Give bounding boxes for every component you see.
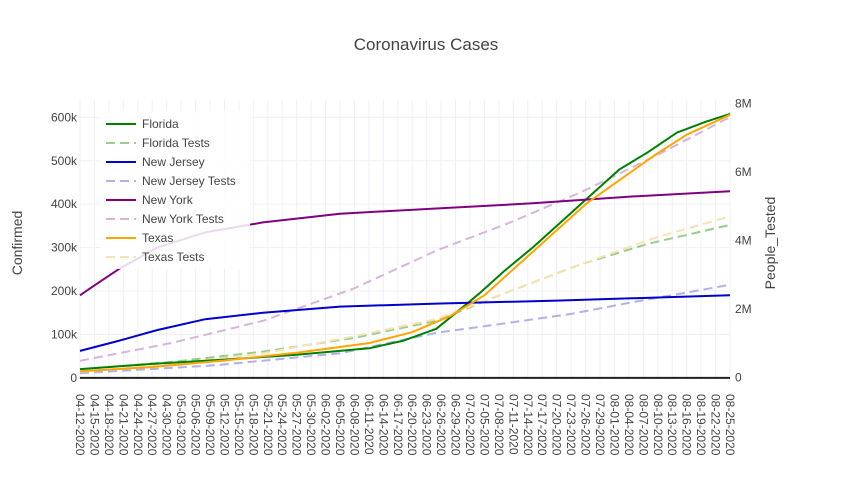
series-line-new-jersey: [79, 294, 731, 352]
y-tick-label: 500k: [51, 154, 78, 168]
legend-label-new-jersey[interactable]: New Jersey: [142, 155, 205, 169]
x-tick-label: 05-09-2020: [203, 394, 217, 456]
x-tick-label: 06-05-2020: [333, 394, 347, 456]
legend-label-texas-tests[interactable]: Texas Tests: [142, 250, 204, 264]
legend-label-texas[interactable]: Texas: [142, 231, 173, 245]
x-tick-label: 06-29-2020: [449, 394, 463, 456]
x-tick-label: 07-23-2020: [564, 394, 578, 456]
legend-label-florida-tests[interactable]: Florida Tests: [142, 136, 210, 150]
x-tick-label: 07-29-2020: [593, 394, 607, 456]
x-tick-label: 05-21-2020: [261, 394, 275, 456]
x-tick-label: 04-24-2020: [131, 394, 145, 456]
legend-background: [100, 111, 250, 269]
x-tick-label: 07-08-2020: [492, 394, 506, 456]
legend-label-new-jersey-tests[interactable]: New Jersey Tests: [142, 174, 236, 188]
x-tick-label: 06-23-2020: [420, 394, 434, 456]
x-tick-label: 05-12-2020: [217, 394, 231, 456]
y-tick-label: 0: [70, 371, 77, 385]
series-line-florida-tests: [79, 223, 731, 371]
x-tick-label: 05-15-2020: [232, 394, 246, 456]
x-tick-label: 08-04-2020: [622, 394, 636, 456]
x-tick-label: 08-10-2020: [651, 394, 665, 456]
x-tick-label: 08-13-2020: [665, 394, 679, 456]
x-tick-label: 08-01-2020: [607, 394, 621, 456]
x-tick-label: 06-17-2020: [391, 394, 405, 456]
legend[interactable]: Florida Florida Tests New Jersey New Jersey…: [100, 111, 250, 269]
y-tick-label: 100k: [51, 327, 78, 341]
x-tick-label: 04-12-2020: [73, 394, 87, 456]
legend-label-florida[interactable]: Florida: [142, 117, 179, 131]
x-tick-label: 08-16-2020: [680, 394, 694, 456]
x-tick-label: 05-18-2020: [246, 394, 260, 456]
x-tick-label: 04-27-2020: [145, 394, 159, 456]
legend-label-new-york[interactable]: New York: [142, 193, 194, 207]
x-tick-label: 07-05-2020: [477, 394, 491, 456]
series-line-florida: [79, 112, 731, 371]
x-tick-label: 05-30-2020: [304, 394, 318, 456]
x-tick-label: 06-08-2020: [347, 394, 361, 456]
y2-tick-label: 4M: [735, 233, 752, 247]
x-tick-label: 05-27-2020: [290, 394, 304, 456]
x-tick-label: 06-14-2020: [376, 394, 390, 456]
x-tick-label: 07-17-2020: [535, 394, 549, 456]
x-tick-label: 08-19-2020: [694, 394, 708, 456]
y2-tick-label: 8M: [735, 96, 752, 110]
y2-tick-label: 2M: [735, 302, 752, 316]
x-tick-label: 07-11-2020: [506, 394, 520, 455]
x-tick-label: 05-06-2020: [189, 394, 203, 456]
x-tick-label: 05-24-2020: [275, 394, 289, 456]
axes: 04-12-2020 04-15-2020 04-18-2020 04-21-2020…: [51, 96, 752, 455]
x-tick-label: 06-26-2020: [434, 394, 448, 456]
y2-axis-label: People_Tested: [762, 197, 778, 290]
x-tick-label: 08-07-2020: [636, 394, 650, 456]
series-line-new-jersey-tests: [79, 283, 731, 375]
y-tick-label: 400k: [51, 197, 78, 211]
x-tick-label: 07-26-2020: [579, 394, 593, 456]
x-tick-label: 07-14-2020: [521, 394, 535, 456]
series-line-new-york: [79, 190, 731, 297]
y-tick-label: 600k: [51, 110, 78, 124]
y-tick-label: 300k: [51, 241, 78, 255]
y-tick-label: 200k: [51, 284, 78, 298]
series-layer: [79, 112, 731, 375]
x-tick-label: 07-20-2020: [550, 394, 564, 456]
x-tick-label: 04-18-2020: [102, 394, 116, 456]
y2-tick-label: 6M: [735, 165, 752, 179]
series-line-texas: [79, 113, 731, 373]
x-tick-label: 04-30-2020: [160, 394, 174, 456]
x-tick-label: 08-25-2020: [723, 394, 737, 456]
x-tick-label: 04-15-2020: [87, 394, 101, 456]
x-tick-label: 08-22-2020: [709, 394, 723, 456]
x-tick-label: 06-02-2020: [319, 394, 333, 456]
x-tick-label: 05-03-2020: [174, 394, 188, 456]
y2-tick-label: 0: [735, 370, 742, 384]
x-tick-label: 07-02-2020: [463, 394, 477, 456]
chart-title: Coronavirus Cases: [354, 35, 499, 54]
legend-label-new-york-tests[interactable]: New York Tests: [142, 212, 224, 226]
y-axis-label: Confirmed: [9, 211, 25, 276]
x-tick-label: 06-20-2020: [405, 394, 419, 456]
x-tick-label: 04-21-2020: [116, 394, 130, 456]
x-tick-label: 06-11-2020: [362, 394, 376, 455]
